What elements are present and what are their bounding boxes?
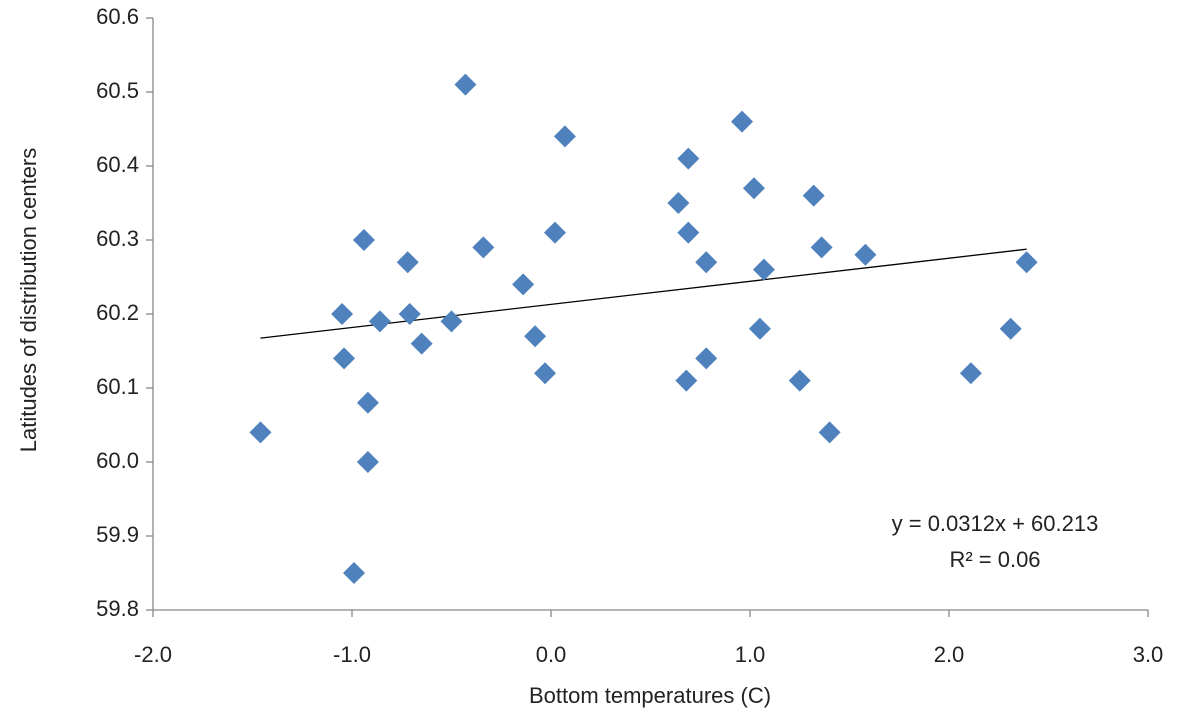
point — [667, 192, 690, 214]
point — [752, 258, 775, 281]
y-tick-label: 60.6 — [96, 4, 139, 29]
point — [454, 73, 477, 96]
point — [748, 317, 771, 340]
point — [818, 421, 841, 444]
point — [352, 229, 375, 251]
point — [249, 421, 272, 444]
point — [553, 125, 576, 148]
y-tick-label: 60.5 — [96, 78, 139, 103]
point — [677, 147, 700, 170]
point — [695, 347, 718, 370]
y-tick-label: 60.2 — [96, 300, 139, 325]
y-tick-label: 59.9 — [96, 522, 139, 547]
y-axis-label: Latitudes of distribution centers — [16, 148, 41, 453]
y-tick-label: 60.0 — [96, 448, 139, 473]
r-squared: R² = 0.06 — [949, 547, 1040, 572]
point — [675, 369, 698, 392]
point — [333, 347, 356, 370]
point — [810, 236, 833, 259]
x-tick-label: 0.0 — [536, 642, 567, 667]
point — [695, 251, 718, 274]
x-axis-label: Bottom temperatures (C) — [529, 683, 771, 708]
point — [342, 562, 365, 584]
point — [999, 317, 1022, 340]
y-tick-label: 60.4 — [96, 152, 139, 177]
point — [677, 221, 700, 244]
x-tick-label: 2.0 — [934, 642, 965, 667]
x-tick-label: 1.0 — [735, 642, 766, 667]
point — [959, 362, 982, 385]
point — [534, 362, 557, 385]
point — [356, 391, 379, 414]
trendline-equation: y = 0.0312x + 60.213 — [892, 511, 1099, 536]
point — [788, 369, 811, 392]
point — [398, 303, 421, 325]
point — [396, 251, 419, 274]
point — [524, 325, 547, 348]
point — [731, 110, 754, 133]
y-tick-label: 59.8 — [96, 596, 139, 621]
point — [356, 451, 379, 473]
x-tick-label: -1.0 — [333, 642, 371, 667]
y-tick-label: 60.1 — [96, 374, 139, 399]
point — [368, 310, 391, 333]
point — [512, 273, 535, 296]
point — [410, 332, 433, 355]
point — [854, 243, 877, 266]
point — [331, 303, 354, 325]
point — [742, 177, 765, 200]
point — [472, 236, 495, 259]
point — [543, 221, 566, 244]
point — [440, 310, 463, 333]
point — [1015, 251, 1038, 274]
y-tick-label: 60.3 — [96, 226, 139, 251]
x-tick-label: 3.0 — [1133, 642, 1164, 667]
x-tick-label: -2.0 — [134, 642, 172, 667]
point — [802, 184, 825, 207]
